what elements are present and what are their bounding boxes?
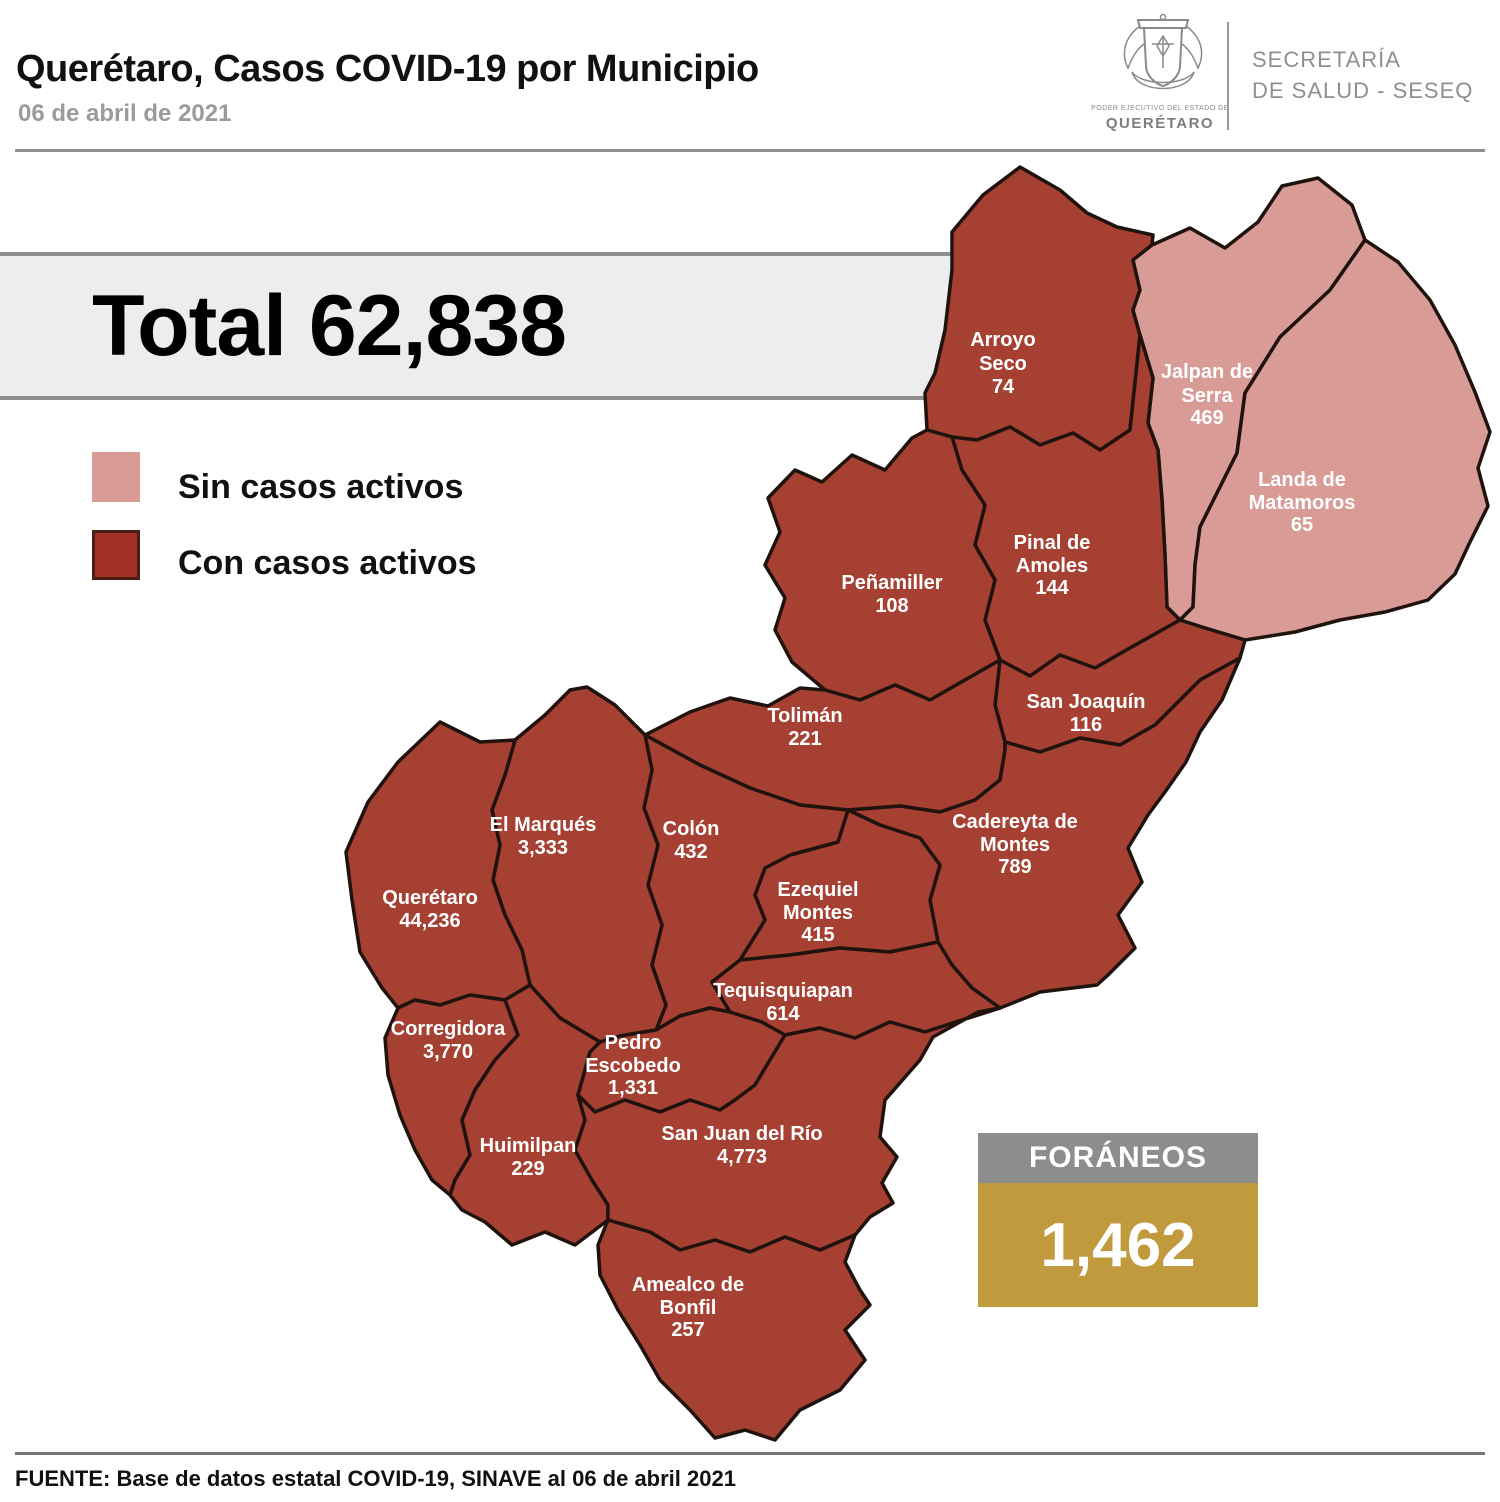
label-penamiller-value: 108 — [875, 595, 908, 617]
label-huimilpan-value: 229 — [511, 1158, 544, 1180]
label-san-juan-del-rio-value: 4,773 — [717, 1146, 767, 1168]
legend-label-active-cases: Con casos activos — [178, 544, 477, 582]
label-colon: Colón — [663, 818, 720, 840]
municipality-landa-de-matamoros — [1178, 238, 1492, 642]
label-san-joaquin-value: 116 — [1070, 714, 1102, 736]
foraneos-value: 1,462 — [978, 1183, 1258, 1307]
total-banner: Total 62,838 — [0, 252, 1008, 400]
label-amealco-value: 257 — [671, 1319, 704, 1341]
queretaro-coat-of-arms-icon — [1123, 14, 1203, 90]
municipality-arroyo-seco — [923, 165, 1155, 452]
municipality-labels: Arroyo Seco 74 Jalpan de Serra 469 Landa… — [382, 329, 1355, 1341]
label-cadereyta: Cadereyta de — [952, 811, 1078, 833]
label-jalpan: Serra — [1181, 385, 1233, 407]
label-landa-value: 65 — [1291, 514, 1313, 536]
label-tequisquiapan-value: 614 — [766, 1003, 800, 1025]
label-pinal-value: 144 — [1035, 577, 1069, 599]
municipality-cadereyta-de-montes — [846, 656, 1242, 1010]
label-jalpan: Jalpan de — [1161, 361, 1253, 383]
label-corregidora: Corregidora — [391, 1018, 506, 1040]
legend-swatch-no-active-cases — [92, 452, 140, 502]
label-landa: Landa de — [1258, 469, 1346, 491]
logo-divider — [1227, 22, 1229, 130]
label-pedro-escobedo: Pedro — [605, 1032, 662, 1054]
label-penamiller: Peñamiller — [841, 572, 942, 594]
label-huimilpan: Huimilpan — [480, 1135, 577, 1157]
label-toliman: Tolimán — [767, 705, 842, 727]
label-ezequiel-montes: Montes — [783, 902, 853, 924]
label-arroyo-seco: Seco — [979, 353, 1027, 375]
label-landa: Matamoros — [1249, 492, 1356, 514]
header-divider — [15, 149, 1485, 152]
label-tequisquiapan: Tequisquiapan — [713, 980, 853, 1002]
label-amealco: Amealco de — [632, 1274, 744, 1296]
label-toliman-value: 221 — [788, 728, 821, 750]
label-arroyo-seco-value: 74 — [992, 376, 1015, 398]
municipality-amealco-de-bonfil — [596, 1218, 872, 1442]
label-colon-value: 432 — [674, 841, 707, 863]
org-name-line2: DE SALUD - SESEQ — [1252, 78, 1474, 103]
page-date: 06 de abril de 2021 — [18, 100, 232, 127]
label-queretaro-value: 44,236 — [399, 910, 460, 932]
label-jalpan-value: 469 — [1190, 407, 1223, 429]
label-arroyo-seco: Arroyo — [970, 329, 1036, 351]
legend-swatch-active-cases — [92, 530, 140, 580]
label-san-joaquin: San Joaquín — [1027, 691, 1146, 713]
footer-source: FUENTE: Base de datos estatal COVID-19, … — [15, 1466, 736, 1491]
foraneos-box: FORÁNEOS 1,462 — [978, 1133, 1258, 1307]
label-queretaro: Querétaro — [382, 887, 478, 909]
label-el-marques-value: 3,333 — [518, 837, 568, 859]
label-ezequiel-montes-value: 415 — [801, 924, 834, 946]
label-cadereyta-value: 789 — [998, 856, 1031, 878]
label-pinal: Pinal de — [1014, 532, 1091, 554]
label-pedro-escobedo: Escobedo — [585, 1055, 681, 1077]
crest-caption: QUERÉTARO — [1105, 115, 1215, 132]
legend-label-no-active-cases: Sin casos activos — [178, 468, 464, 506]
label-amealco: Bonfil — [660, 1297, 717, 1319]
foraneos-header: FORÁNEOS — [978, 1133, 1258, 1183]
footer-divider — [15, 1452, 1485, 1455]
org-name: SECRETARÍA DE SALUD - SESEQ — [1252, 44, 1473, 106]
label-pinal: Amoles — [1016, 555, 1088, 577]
label-pedro-escobedo-value: 1,331 — [608, 1077, 658, 1099]
label-ezequiel-montes: Ezequiel — [777, 879, 858, 901]
label-san-juan-del-rio: San Juan del Río — [661, 1123, 822, 1145]
crest-caption-small: PODER EJECUTIVO DEL ESTADO DE — [1091, 105, 1229, 112]
page-title: Querétaro, Casos COVID-19 por Municipio — [16, 48, 759, 90]
label-cadereyta: Montes — [980, 834, 1050, 856]
total-cases-text: Total 62,838 — [92, 277, 567, 374]
org-name-line1: SECRETARÍA — [1252, 47, 1401, 72]
label-el-marques: El Marqués — [490, 814, 597, 836]
label-corregidora-value: 3,770 — [423, 1041, 473, 1063]
